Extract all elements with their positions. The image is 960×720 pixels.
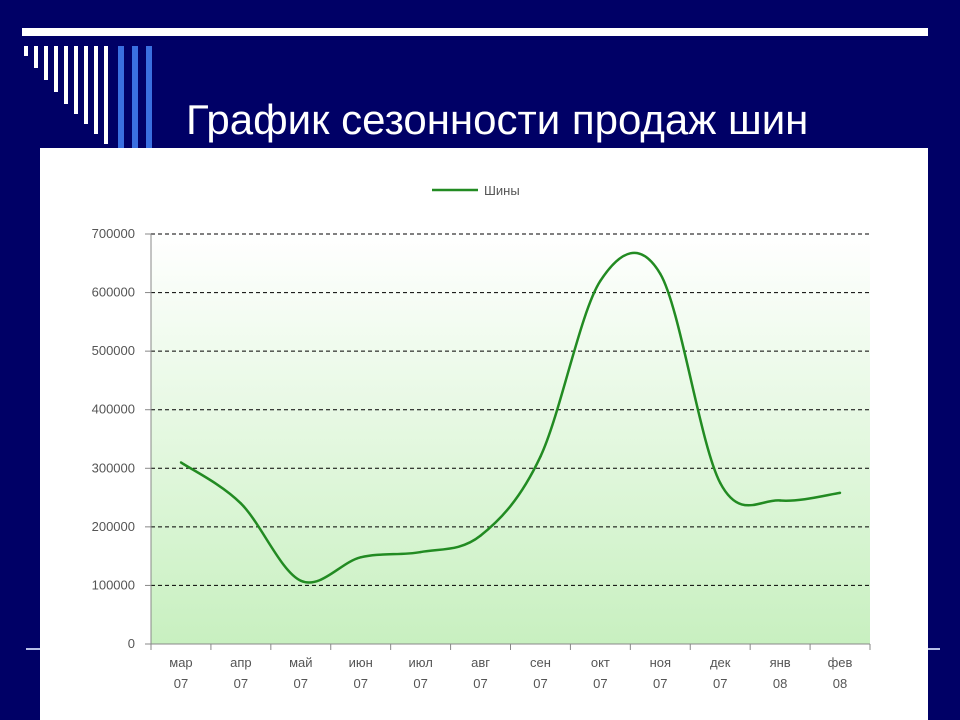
x-tick-label-year: 08 bbox=[833, 676, 847, 691]
legend-label: Шины bbox=[484, 183, 520, 198]
y-tick-label: 600000 bbox=[92, 285, 135, 300]
data-point bbox=[599, 279, 602, 283]
y-tick-label: 400000 bbox=[92, 402, 135, 417]
slide-title: График сезонности продаж шин bbox=[186, 96, 809, 143]
x-tick-label-year: 07 bbox=[713, 676, 727, 691]
y-tick-label: 500000 bbox=[92, 343, 135, 358]
decorative-stripes bbox=[24, 46, 152, 150]
x-tick-label-year: 07 bbox=[294, 676, 308, 691]
x-tick-label: авг bbox=[471, 655, 490, 670]
y-tick-label: 200000 bbox=[92, 519, 135, 534]
x-tick-label-year: 07 bbox=[653, 676, 667, 691]
data-point bbox=[479, 534, 482, 537]
data-point bbox=[179, 461, 183, 464]
chart-panel: 0 100000 200000 300000 400000 500000 600000 700… bbox=[40, 148, 928, 720]
bottom-rule-right bbox=[928, 648, 940, 650]
x-tick-label-year: 07 bbox=[174, 676, 188, 691]
y-tick-label: 700000 bbox=[92, 226, 135, 241]
plot-area bbox=[151, 234, 870, 644]
x-tick-label: май bbox=[289, 655, 312, 670]
x-tick-label: ноя bbox=[650, 655, 671, 670]
data-point bbox=[719, 481, 722, 485]
x-tick-label: июл bbox=[408, 655, 432, 670]
x-tick-label-year: 07 bbox=[413, 676, 427, 691]
x-tick-label: фев bbox=[828, 655, 853, 670]
data-point bbox=[539, 455, 542, 458]
x-tick-label-year: 07 bbox=[593, 676, 607, 691]
top-rule bbox=[22, 28, 928, 36]
data-point bbox=[659, 272, 662, 276]
x-tick-label: июн bbox=[349, 655, 373, 670]
data-point bbox=[359, 556, 362, 559]
y-tick-label: 100000 bbox=[92, 577, 135, 592]
bottom-rule-left bbox=[26, 648, 42, 650]
x-tick-label: окт bbox=[591, 655, 610, 670]
x-tick-label: дек bbox=[710, 655, 731, 670]
x-tick-label-year: 07 bbox=[473, 676, 487, 691]
x-tick-label: мар bbox=[169, 655, 192, 670]
data-point bbox=[778, 499, 782, 502]
x-tick-label: апр bbox=[230, 655, 252, 670]
x-tick-label: сен bbox=[530, 655, 551, 670]
x-tick-label-year: 07 bbox=[533, 676, 547, 691]
x-tick-label-year: 07 bbox=[353, 676, 367, 691]
y-tick-label: 300000 bbox=[92, 460, 135, 475]
data-point bbox=[239, 502, 243, 505]
x-tick-label-year: 08 bbox=[773, 676, 787, 691]
x-tick-label-year: 07 bbox=[234, 676, 248, 691]
data-point bbox=[838, 491, 842, 495]
line-chart: 0 100000 200000 300000 400000 500000 600000 700… bbox=[92, 183, 871, 691]
x-tick-label: янв bbox=[770, 655, 791, 670]
y-tick-label: 0 bbox=[128, 636, 135, 651]
data-point bbox=[299, 579, 302, 582]
data-point bbox=[419, 550, 422, 554]
